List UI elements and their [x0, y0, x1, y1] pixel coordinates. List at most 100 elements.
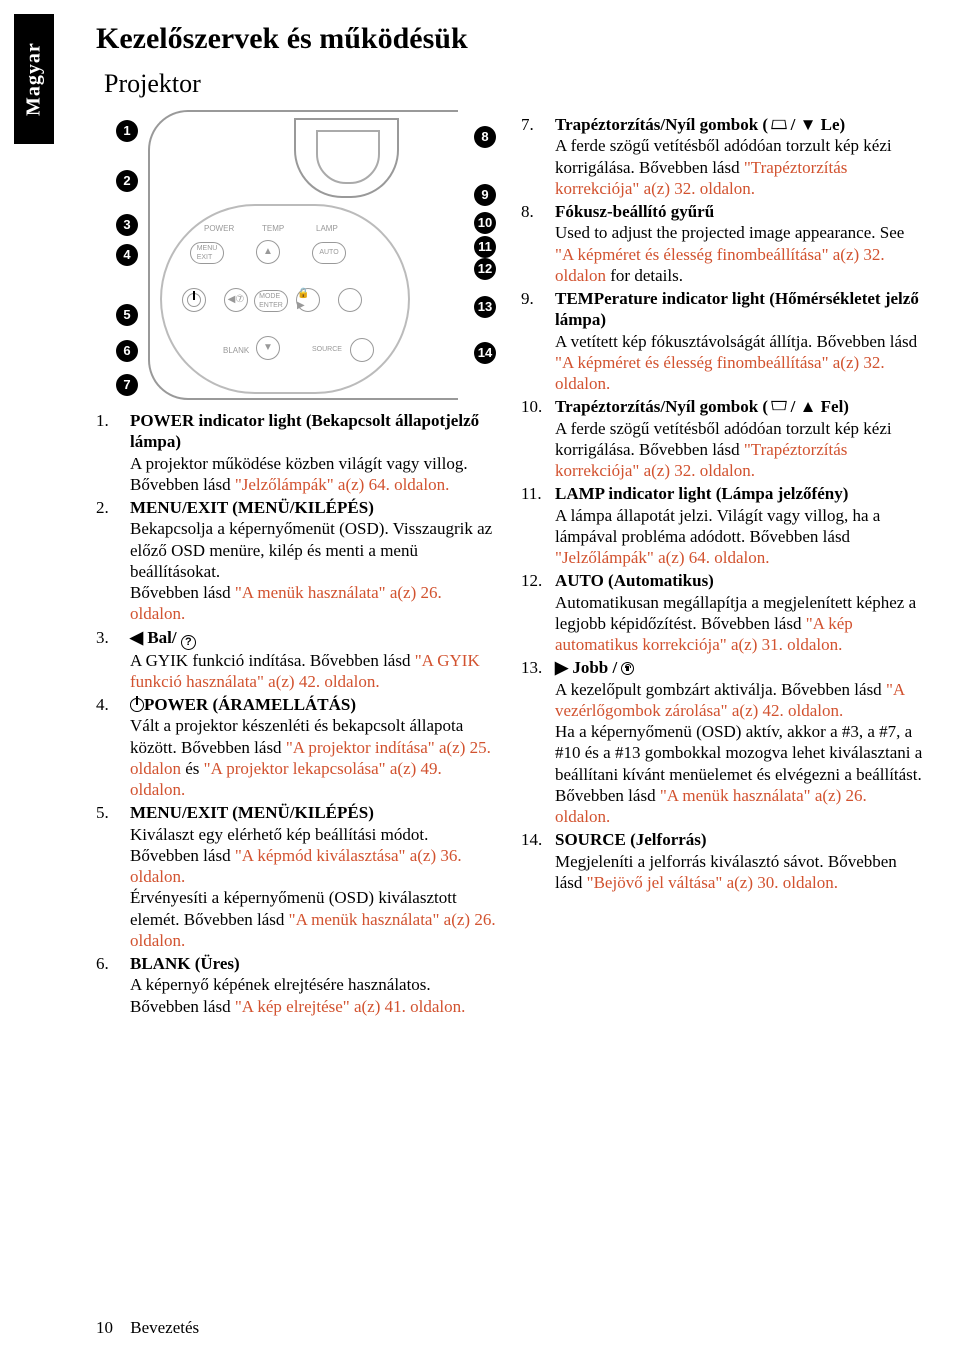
- xref-link[interactable]: "Trapéztorzítás korrekciója" a(z) 32. ol…: [555, 158, 847, 198]
- item-text: Bekapcsolja a képernyőmenüt (OSD). Vissz…: [130, 518, 501, 624]
- item-body: ◀ Bal/ ?A GYIK funkció indítása. Bővebbe…: [130, 627, 501, 693]
- item-text: A ferde szögű vetítésből adódóan torzult…: [555, 135, 926, 199]
- item-number: 8.: [521, 201, 555, 286]
- item-number: 10.: [521, 396, 555, 481]
- item-body: POWER indicator light (Bekapcsolt állapo…: [130, 410, 501, 495]
- item-text: A képernyő képének elrejtésére használat…: [130, 974, 501, 1017]
- item-heading: SOURCE (Jelforrás): [555, 829, 926, 850]
- list-item: 10.Trapéztorzítás/Nyíl gombok ( / ▲ Fel)…: [521, 396, 926, 481]
- xref-link[interactable]: "Bejövő jel váltása" a(z) 30. oldalon.: [587, 873, 838, 892]
- left-column: 1.POWER indicator light (Bekapcsolt álla…: [96, 410, 501, 1019]
- item-text: Vált a projektor készenléti és bekapcsol…: [130, 715, 501, 800]
- item-text: Megjeleníti a jelforrás kiválasztó sávot…: [555, 851, 926, 894]
- diagram-label-blank: BLANK: [223, 346, 249, 356]
- xref-link[interactable]: "A vezérlőgombok zárolása" a(z) 42. olda…: [555, 680, 904, 720]
- item-heading: BLANK (Üres): [130, 953, 501, 974]
- item-text: Used to adjust the projected image appea…: [555, 222, 926, 286]
- item-heading: TEMPerature indicator light (Hőmérséklet…: [555, 288, 926, 331]
- item-heading: Trapéztorzítás/Nyíl gombok ( / ▲ Fel): [555, 396, 926, 417]
- item-heading: POWER indicator light (Bekapcsolt állapo…: [130, 410, 501, 453]
- diagram-btn-auto: AUTO: [312, 242, 346, 264]
- list-item: 5.MENU/EXIT (MENÜ/KILÉPÉS)Kiválaszt egy …: [96, 802, 501, 951]
- item-text: A lámpa állapotát jelzi. Világít vagy vi…: [555, 505, 926, 569]
- page-title: Kezelőszervek és működésük: [96, 20, 936, 58]
- item-body: LAMP indicator light (Lámpa jelzőfény)A …: [555, 483, 926, 568]
- language-tab: Magyar: [14, 14, 54, 144]
- item-body: AUTO (Automatikus)Automatikusan megállap…: [555, 570, 926, 655]
- item-heading: LAMP indicator light (Lámpa jelzőfény): [555, 483, 926, 504]
- item-body: Trapéztorzítás/Nyíl gombok ( / ▲ Fel)A f…: [555, 396, 926, 481]
- xref-link[interactable]: "A képmód kiválasztása" a(z) 36. oldalon…: [130, 846, 462, 886]
- item-number: 2.: [96, 497, 130, 625]
- item-text: A kezelőpult gombzárt aktiválja. Bővebbe…: [555, 679, 926, 828]
- xref-link[interactable]: "A menük használata" a(z) 26. oldalon.: [555, 786, 867, 826]
- item-heading: ▶ Jobb /: [555, 657, 926, 678]
- xref-link[interactable]: "Jelzőlámpák" a(z) 64. oldalon.: [555, 548, 770, 567]
- diagram-label-lamp: LAMP: [316, 224, 338, 234]
- page-content: Kezelőszervek és működésük Projektor POW…: [96, 20, 936, 1019]
- xref-link[interactable]: "Trapéztorzítás korrekciója" a(z) 32. ol…: [555, 440, 847, 480]
- list-item: 12.AUTO (Automatikus)Automatikusan megál…: [521, 570, 926, 655]
- xref-link[interactable]: "A képméret és élesség finombeállítása" …: [555, 245, 885, 285]
- item-number: 7.: [521, 114, 555, 199]
- item-body: Trapéztorzítás/Nyíl gombok ( / ▼ Le)A fe…: [555, 114, 926, 199]
- item-heading: AUTO (Automatikus): [555, 570, 926, 591]
- item-number: 6.: [96, 953, 130, 1017]
- item-heading: ◀ Bal/ ?: [130, 627, 501, 650]
- item-text: A vetített kép fókusztávolságát állítja.…: [555, 331, 926, 395]
- item-number: 1.: [96, 410, 130, 495]
- item-body: MENU/EXIT (MENÜ/KILÉPÉS)Bekapcsolja a ké…: [130, 497, 501, 625]
- list-item: 14.SOURCE (Jelforrás)Megjeleníti a jelfo…: [521, 829, 926, 893]
- item-heading: Trapéztorzítás/Nyíl gombok ( / ▼ Le): [555, 114, 926, 135]
- item-number: 9.: [521, 288, 555, 394]
- list-item: 8.Fókusz-beállító gyűrűUsed to adjust th…: [521, 201, 926, 286]
- list-item: 9.TEMPerature indicator light (Hőmérsékl…: [521, 288, 926, 394]
- xref-link[interactable]: "A menük használata" a(z) 26. oldalon.: [130, 910, 496, 950]
- item-heading: POWER (ÁRAMELLÁTÁS): [130, 694, 501, 715]
- item-heading: Fókusz-beállító gyűrű: [555, 201, 926, 222]
- list-item: 3.◀ Bal/ ?A GYIK funkció indítása. Bőveb…: [96, 627, 501, 693]
- item-body: BLANK (Üres)A képernyő képének elrejtésé…: [130, 953, 501, 1017]
- page-subtitle: Projektor: [104, 68, 936, 101]
- footer-section: Bevezetés: [130, 1318, 199, 1337]
- item-text: Automatikusan megállapítja a megjeleníte…: [555, 592, 926, 656]
- item-text: A projektor működése közben világít vagy…: [130, 453, 501, 496]
- item-number: 3.: [96, 627, 130, 693]
- item-body: TEMPerature indicator light (Hőmérséklet…: [555, 288, 926, 394]
- list-item: 1.POWER indicator light (Bekapcsolt álla…: [96, 410, 501, 495]
- xref-link[interactable]: "A kép automatikus korrekciója" a(z) 31.…: [555, 614, 853, 654]
- list-item: 6.BLANK (Üres)A képernyő képének elrejté…: [96, 953, 501, 1017]
- item-text: Kiválaszt egy elérhető kép beállítási mó…: [130, 824, 501, 952]
- list-item: 7.Trapéztorzítás/Nyíl gombok ( / ▼ Le)A …: [521, 114, 926, 199]
- item-number: 12.: [521, 570, 555, 655]
- xref-link[interactable]: "A képméret és élesség finombeállítása" …: [555, 353, 885, 393]
- list-item: 13.▶ Jobb / A kezelőpult gombzárt aktivá…: [521, 657, 926, 827]
- diagram-label-power: POWER: [204, 224, 234, 234]
- list-item: 11.LAMP indicator light (Lámpa jelzőfény…: [521, 483, 926, 568]
- item-text: A GYIK funkció indítása. Bővebben lásd "…: [130, 650, 501, 693]
- right-column: 7.Trapéztorzítás/Nyíl gombok ( / ▼ Le)A …: [521, 114, 926, 1019]
- list-item: 4.POWER (ÁRAMELLÁTÁS)Vált a projektor ké…: [96, 694, 501, 800]
- projector-diagram: POWER TEMP LAMP MENU EXIT ▲ AUTO ◀⑦ MODE…: [104, 110, 504, 400]
- item-body: SOURCE (Jelforrás)Megjeleníti a jelforrá…: [555, 829, 926, 893]
- item-body: Fókusz-beállító gyűrűUsed to adjust the …: [555, 201, 926, 286]
- page-footer: 10 Bevezetés: [96, 1317, 199, 1338]
- list-item: 2.MENU/EXIT (MENÜ/KILÉPÉS)Bekapcsolja a …: [96, 497, 501, 625]
- item-text: A ferde szögű vetítésből adódóan torzult…: [555, 418, 926, 482]
- item-number: 11.: [521, 483, 555, 568]
- item-body: MENU/EXIT (MENÜ/KILÉPÉS)Kiválaszt egy el…: [130, 802, 501, 951]
- item-heading: MENU/EXIT (MENÜ/KILÉPÉS): [130, 497, 501, 518]
- xref-link[interactable]: "A kép elrejtése" a(z) 41. oldalon.: [235, 997, 466, 1016]
- diagram-label-source: SOURCE: [312, 346, 342, 355]
- item-number: 5.: [96, 802, 130, 951]
- item-number: 4.: [96, 694, 130, 800]
- item-body: POWER (ÁRAMELLÁTÁS)Vált a projektor kész…: [130, 694, 501, 800]
- xref-link[interactable]: "Jelzőlámpák" a(z) 64. oldalon.: [235, 475, 450, 494]
- item-heading: MENU/EXIT (MENÜ/KILÉPÉS): [130, 802, 501, 823]
- page-number: 10: [96, 1317, 126, 1338]
- diagram-btn-power-icon: [182, 288, 206, 312]
- xref-link[interactable]: "A menük használata" a(z) 26. oldalon.: [130, 583, 442, 623]
- diagram-btn-menu-exit: MENU EXIT: [190, 242, 224, 264]
- xref-link[interactable]: "A GYIK funkció használata" a(z) 42. old…: [130, 651, 480, 691]
- diagram-label-temp: TEMP: [262, 224, 284, 234]
